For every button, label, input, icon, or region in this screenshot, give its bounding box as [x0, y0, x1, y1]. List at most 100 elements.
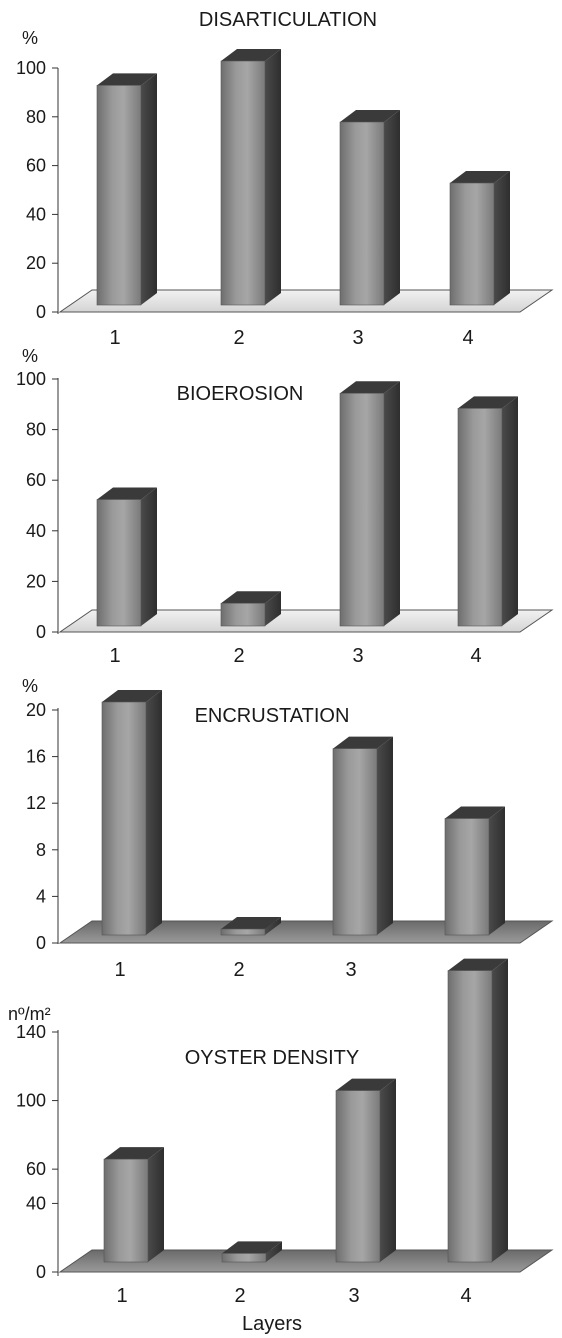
x-tick-label: 1 [109, 645, 120, 667]
x-tick-label: 2 [233, 959, 244, 981]
bar [96, 487, 157, 627]
x-tick-labels: 1 2 3 4 [109, 327, 473, 349]
y-ticks: 0 4 8 12 16 20 [26, 700, 58, 953]
y-tick-label: 80 [26, 420, 46, 440]
bar-front [220, 928, 266, 936]
bar [444, 806, 505, 936]
bars [103, 958, 508, 1263]
bar-top [222, 1241, 282, 1254]
bar-side [266, 1241, 282, 1262]
bar-front [103, 1158, 149, 1263]
chart-title: ENCRUSTATION [195, 705, 350, 727]
bar-front [220, 602, 266, 627]
bar-top [97, 487, 157, 500]
chart-title: DISARTICULATION [199, 9, 377, 31]
panel-disarticulation: % DISARTICULATION 0 20 40 60 80 100 1 2 3 4 [16, 9, 554, 349]
y-tick-label: 60 [26, 470, 46, 490]
floor [58, 920, 554, 944]
x-tick-label: 1 [116, 1285, 127, 1307]
bar-side [265, 591, 281, 626]
y-tick-label: 0 [36, 933, 46, 953]
bar [220, 917, 281, 936]
bar-side [148, 1147, 164, 1262]
bar-side [141, 73, 157, 306]
bar-top [221, 917, 281, 929]
y-tick-label: 0 [36, 622, 46, 642]
bar-side [384, 110, 400, 305]
bar [220, 49, 281, 306]
bar-side [377, 736, 393, 935]
bar-side [265, 917, 281, 935]
y-unit-label: % [22, 676, 38, 696]
bar [339, 110, 400, 306]
bar-top [448, 958, 508, 971]
bar-front [444, 818, 490, 936]
bar [339, 381, 400, 627]
bar-top [340, 110, 400, 122]
floor [58, 1249, 554, 1273]
y-tick-label: 60 [26, 1159, 46, 1179]
bar-top [450, 171, 510, 183]
x-tick-label: 3 [348, 1285, 359, 1307]
y-tick-label: 0 [36, 1262, 46, 1282]
bar [101, 690, 162, 936]
bar-top [333, 736, 393, 749]
bar-top [221, 591, 281, 604]
y-unit-label: % [22, 28, 38, 48]
bar-front [447, 970, 493, 1263]
y-tick-label: 20 [26, 571, 46, 591]
y-tick-label: 60 [26, 156, 46, 176]
bar-top [445, 806, 505, 819]
bar-side [265, 49, 281, 305]
y-unit-label: % [22, 346, 38, 366]
bar-top [97, 73, 157, 86]
bar-top [221, 49, 281, 61]
bar-side [494, 171, 510, 305]
y-tick-label: 40 [26, 521, 46, 541]
chart-title: OYSTER DENSITY [185, 1047, 359, 1069]
x-tick-label: 2 [234, 1285, 245, 1307]
floor-plane [58, 609, 554, 633]
y-tick-label: 140 [16, 1022, 46, 1042]
bar-front [339, 121, 385, 306]
y-ticks: 0 20 40 60 80 100 [16, 58, 58, 322]
bar-front [96, 85, 142, 306]
x-tick-label: 3 [345, 959, 356, 981]
bar-front [96, 499, 142, 627]
floor [58, 289, 554, 313]
bar-front [220, 60, 266, 306]
bars [96, 49, 510, 306]
floor [58, 609, 554, 633]
bar-top [340, 381, 400, 394]
y-tick-label: 8 [36, 840, 46, 860]
chart-title: BIOEROSION [177, 383, 304, 405]
y-tick-label: 100 [16, 58, 46, 78]
y-tick-label: 40 [26, 1193, 46, 1213]
panel-bioerosion: % BIOEROSION 0 20 40 60 80 100 1 2 3 4 [16, 346, 554, 667]
bar-front [221, 1253, 267, 1263]
y-tick-label: 20 [26, 253, 46, 273]
y-tick-label: 0 [36, 302, 46, 322]
y-tick-label: 80 [26, 107, 46, 127]
floor-plane [58, 289, 554, 313]
x-tick-label: 3 [352, 327, 363, 349]
y-tick-label: 40 [26, 204, 46, 224]
bar-side [502, 396, 518, 626]
y-ticks: 0 40 60 100 140 [16, 1022, 58, 1282]
x-tick-label: 2 [233, 327, 244, 349]
y-tick-label: 4 [36, 886, 46, 906]
x-axis-label: Layers [242, 1313, 302, 1335]
x-tick-label: 1 [114, 959, 125, 981]
panel-oyster-density: nº/m² OYSTER DENSITY 0 40 60 100 140 1 2 3 4 La… [8, 958, 554, 1335]
x-tick-label: 1 [109, 327, 120, 349]
y-tick-label: 12 [26, 793, 46, 813]
y-tick-label: 100 [16, 369, 46, 389]
bar-front [339, 392, 385, 627]
bar-front [449, 182, 495, 306]
bar-top [336, 1078, 396, 1091]
bar-side [141, 487, 157, 626]
bar-side [492, 958, 508, 1262]
x-tick-label: 4 [462, 327, 473, 349]
